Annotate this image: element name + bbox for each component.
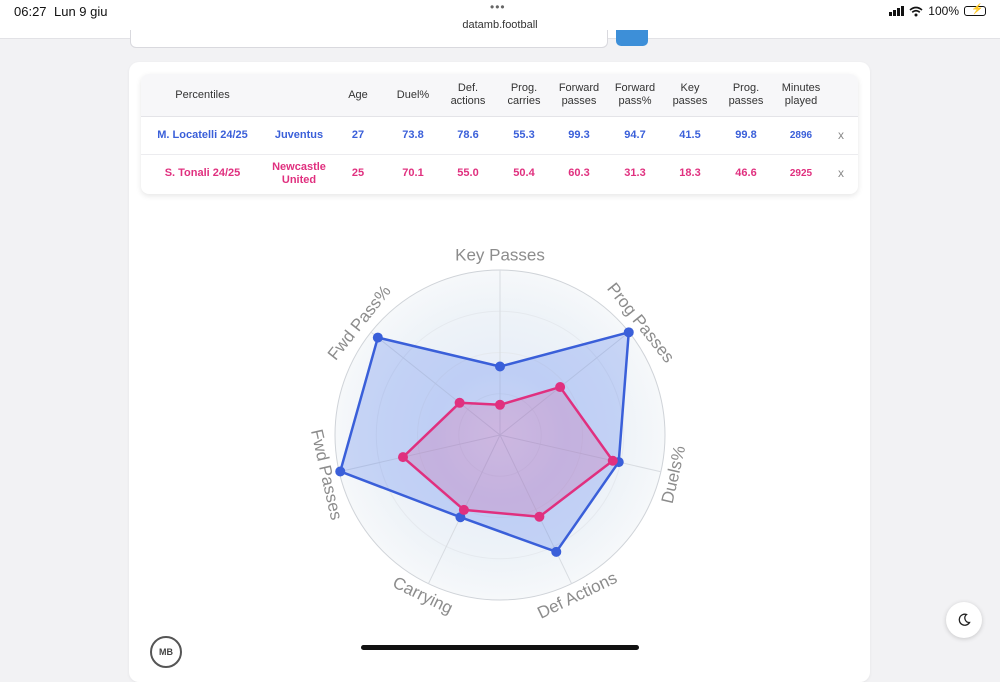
radar-point[interactable] <box>372 332 383 343</box>
header-key-passes[interactable]: Key passes <box>672 82 708 107</box>
header-percentiles: Percentiles <box>175 88 230 101</box>
cell-forward-pass-pct: 94.7 <box>624 129 646 141</box>
multitasking-dots[interactable]: ••• <box>490 0 506 14</box>
radar-point[interactable] <box>623 327 634 338</box>
battery-percent: 100% <box>928 4 959 18</box>
cell-minutes: 2896 <box>789 130 813 141</box>
radar-axis-label: Key Passes <box>455 245 545 264</box>
percentiles-table: Percentiles Age Duel% Def. actions Prog.… <box>141 74 858 194</box>
header-prog-carries[interactable]: Prog. carries <box>507 82 541 107</box>
cell-prog-passes: 46.6 <box>735 167 757 179</box>
header-age[interactable]: Age <box>348 88 368 101</box>
radar-point[interactable] <box>555 382 566 393</box>
cell-prog-passes: 99.8 <box>735 129 757 141</box>
table-row: S. Tonali 24/25 Newcastle United 25 70.1… <box>141 155 858 192</box>
player-name: S. Tonali 24/25 <box>164 167 241 179</box>
cell-age: 27 <box>351 129 365 141</box>
url-label[interactable]: datamb.football <box>462 19 538 31</box>
cell-prog-carries: 50.4 <box>513 167 535 179</box>
radar-point[interactable] <box>454 397 465 408</box>
cell-duel: 73.8 <box>402 129 424 141</box>
radar-spoke <box>370 331 501 436</box>
remove-row-button[interactable]: x <box>838 166 844 180</box>
table-row: M. Locatelli 24/25 Juventus 27 73.8 78.6… <box>141 117 858 155</box>
cell-age: 25 <box>351 167 365 179</box>
cell-key-passes: 41.5 <box>679 129 701 141</box>
search-input[interactable] <box>130 30 608 48</box>
cell-forward-passes: 99.3 <box>568 129 590 141</box>
header-minutes-played[interactable]: Minutes played <box>781 82 821 107</box>
radar-spoke <box>339 434 501 473</box>
home-indicator[interactable] <box>361 645 639 650</box>
cell-minutes: 2925 <box>789 168 813 179</box>
header-def-actions[interactable]: Def. actions <box>450 82 486 107</box>
search-button[interactable] <box>616 30 648 46</box>
radar-grid <box>334 269 666 601</box>
radar-point[interactable] <box>534 511 545 522</box>
wifi-icon <box>909 6 923 16</box>
moon-icon <box>958 613 971 626</box>
player-name: M. Locatelli 24/25 <box>157 129 248 141</box>
radar-spoke <box>499 434 661 473</box>
radar-point[interactable] <box>551 546 562 557</box>
signal-icon <box>889 6 905 16</box>
radar-point[interactable] <box>335 466 346 477</box>
table-header: Percentiles Age Duel% Def. actions Prog.… <box>141 74 858 117</box>
status-date: Lun 9 giu <box>54 4 108 19</box>
header-forward-pass-pct[interactable]: Forward pass% <box>614 82 656 107</box>
radar-series-tonali[interactable] <box>401 385 615 519</box>
radar-point[interactable] <box>495 399 505 410</box>
radar-point[interactable] <box>397 452 408 463</box>
cell-forward-passes: 60.3 <box>568 167 590 179</box>
status-right: 100% ⚡ <box>889 4 986 18</box>
team-name: Newcastle United <box>272 160 326 186</box>
theme-toggle-button[interactable] <box>946 602 982 638</box>
cell-prog-carries: 55.3 <box>513 129 535 141</box>
header-forward-passes[interactable]: Forward passes <box>558 82 600 107</box>
cell-duel: 70.1 <box>402 167 424 179</box>
datamb-logo[interactable]: MB <box>150 636 182 668</box>
status-time: 06:27 <box>14 4 47 19</box>
cell-def-actions: 78.6 <box>457 129 479 141</box>
remove-row-button[interactable]: x <box>838 128 844 142</box>
header-duel[interactable]: Duel% <box>396 88 430 101</box>
header-prog-passes[interactable]: Prog. passes <box>728 82 764 107</box>
cell-forward-pass-pct: 31.3 <box>624 167 646 179</box>
radar-point[interactable] <box>495 361 505 372</box>
radar-point[interactable] <box>458 504 469 515</box>
cell-def-actions: 55.0 <box>457 167 479 179</box>
radar-point[interactable] <box>607 455 618 466</box>
team-name: Juventus <box>274 129 324 141</box>
battery-charging-icon: ⚡ <box>964 4 986 16</box>
cell-key-passes: 18.3 <box>679 167 701 179</box>
radar-spoke <box>499 434 573 584</box>
radar-series <box>335 327 634 557</box>
radar-spoke <box>499 331 630 436</box>
